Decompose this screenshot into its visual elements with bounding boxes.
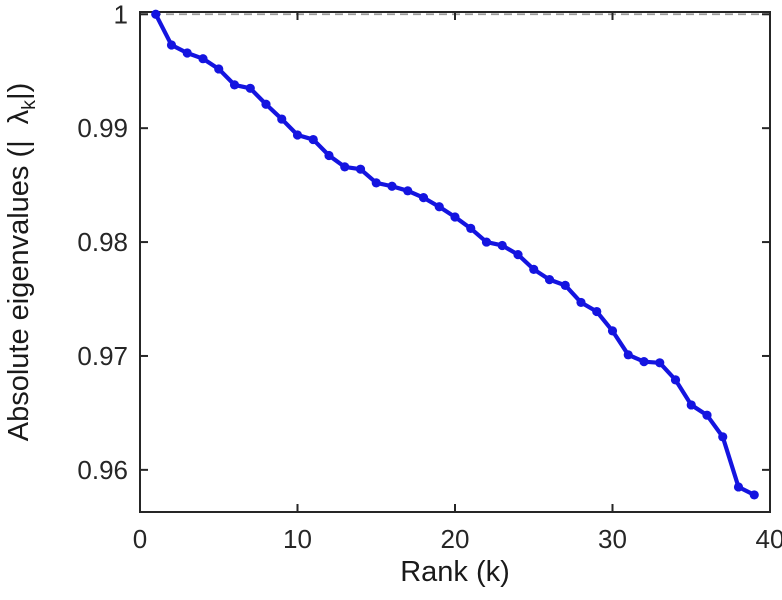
data-point xyxy=(371,178,381,188)
data-point xyxy=(497,240,507,251)
data-point xyxy=(718,432,728,442)
y-axis-label: Absolute eigenvalues (| λk|) xyxy=(3,0,41,572)
y-axis-label-text: Absolute eigenvalues (| xyxy=(3,140,36,442)
data-point xyxy=(733,482,744,492)
data-point xyxy=(466,223,476,234)
data-point xyxy=(450,212,460,222)
data-line xyxy=(153,12,757,498)
y-tick-label: 0.96 xyxy=(77,455,128,485)
data-point xyxy=(198,54,208,64)
y-tick-label: 0.98 xyxy=(77,227,128,257)
data-point xyxy=(403,186,413,196)
y-tick-label: 0.99 xyxy=(77,113,128,143)
data-point xyxy=(544,275,555,285)
data-point xyxy=(481,237,492,247)
y-tick-label: 0.97 xyxy=(77,341,128,371)
y-axis-label-suffix: |) xyxy=(3,82,36,100)
data-point xyxy=(324,150,334,161)
data-point xyxy=(623,350,633,360)
data-point xyxy=(261,99,271,109)
data-point xyxy=(655,358,665,368)
data-point xyxy=(607,326,618,336)
data-point xyxy=(277,114,287,124)
x-axis-label: Rank (k) xyxy=(400,556,510,588)
data-point xyxy=(182,48,192,58)
data-point xyxy=(686,400,696,410)
data-point xyxy=(355,164,366,174)
x-tick-label: 20 xyxy=(441,524,470,554)
lambda-subscript: k xyxy=(17,99,40,110)
data-point xyxy=(166,40,177,50)
data-point xyxy=(592,306,602,317)
data-point xyxy=(151,9,161,19)
x-tick-label: 40 xyxy=(756,524,782,554)
data-point xyxy=(245,83,255,93)
data-point xyxy=(418,193,429,203)
data-point xyxy=(576,297,586,308)
data-point xyxy=(308,134,318,145)
data-point xyxy=(749,490,759,500)
x-tick-label: 0 xyxy=(133,524,147,554)
data-point xyxy=(340,162,350,172)
data-point xyxy=(670,375,681,385)
x-tick-label: 10 xyxy=(283,524,312,554)
data-point xyxy=(229,80,240,90)
data-point xyxy=(560,280,570,290)
data-point xyxy=(292,130,303,140)
data-point xyxy=(214,64,224,74)
data-point xyxy=(529,264,539,275)
x-tick-label: 30 xyxy=(598,524,627,554)
y-tick-label: 1 xyxy=(114,0,128,29)
data-point xyxy=(434,202,444,212)
data-point xyxy=(513,249,523,260)
lambda-symbol: λ xyxy=(3,109,36,125)
data-point xyxy=(702,410,712,420)
data-point xyxy=(387,181,397,191)
data-point xyxy=(639,357,649,367)
